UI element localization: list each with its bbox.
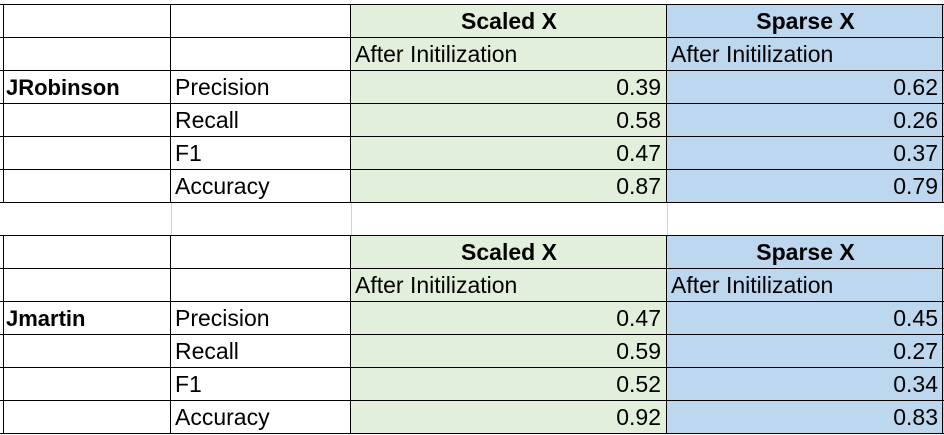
- metric-label[interactable]: Precision: [175, 305, 270, 331]
- scaled-value[interactable]: 0.39: [351, 71, 667, 104]
- metric-label[interactable]: F1: [175, 371, 202, 397]
- border-line: [942, 4, 943, 203]
- table-1-subheader-row: After Initilization After Initilization: [0, 38, 944, 71]
- subheader-sparse[interactable]: After Initilization: [667, 269, 944, 302]
- table-2-header-row: Scaled X Sparse X: [0, 236, 944, 269]
- cell-empty[interactable]: [171, 269, 351, 302]
- table-row: Recall 0.59 0.27: [0, 335, 944, 368]
- cell-empty[interactable]: [171, 236, 351, 269]
- border-line: [666, 4, 667, 203]
- border-line: [170, 4, 171, 203]
- border-line: [0, 136, 944, 137]
- border-line: [3, 4, 4, 203]
- cell-empty[interactable]: [0, 137, 171, 170]
- scaled-value[interactable]: 0.47: [351, 302, 667, 335]
- border-line: [0, 169, 944, 170]
- cell-empty[interactable]: [0, 335, 171, 368]
- border-line: [0, 103, 944, 104]
- sparse-value[interactable]: 0.34: [667, 368, 944, 401]
- metric-label[interactable]: Precision: [175, 74, 270, 100]
- table-2-subheader-row: After Initilization After Initilization: [0, 269, 944, 302]
- border-line: [0, 334, 944, 335]
- border-line: [0, 400, 944, 401]
- border-line: [0, 235, 944, 236]
- table-1-header-row: Scaled X Sparse X: [0, 5, 944, 38]
- header-sparse-x[interactable]: Sparse X: [667, 5, 944, 38]
- gridline: [667, 203, 668, 236]
- border-line: [0, 268, 944, 269]
- cell-empty[interactable]: [171, 5, 351, 38]
- table-row: Accuracy 0.87 0.79: [0, 170, 944, 203]
- border-line: [0, 433, 944, 434]
- scaled-value[interactable]: 0.59: [351, 335, 667, 368]
- border-line: [0, 37, 944, 38]
- metric-label[interactable]: Recall: [175, 107, 239, 133]
- border-line: [3, 235, 4, 434]
- metric-label[interactable]: Accuracy: [175, 173, 270, 199]
- sparse-value[interactable]: 0.27: [667, 335, 944, 368]
- sparse-value[interactable]: 0.79: [667, 170, 944, 203]
- header-sparse-x[interactable]: Sparse X: [667, 236, 944, 269]
- sparse-value[interactable]: 0.45: [667, 302, 944, 335]
- sparse-value[interactable]: 0.26: [667, 104, 944, 137]
- sparse-value[interactable]: 0.83: [667, 401, 944, 434]
- scaled-value[interactable]: 0.87: [351, 170, 667, 203]
- cell-empty[interactable]: [0, 368, 171, 401]
- border-line: [942, 235, 943, 434]
- header-scaled-x[interactable]: Scaled X: [351, 236, 667, 269]
- cell-empty[interactable]: [0, 170, 171, 203]
- cell-empty[interactable]: [0, 236, 171, 269]
- border-line: [0, 202, 944, 203]
- gridline: [171, 203, 172, 236]
- cell-empty[interactable]: [0, 104, 171, 137]
- cell-empty[interactable]: [0, 269, 171, 302]
- table-row: Recall 0.58 0.26: [0, 104, 944, 137]
- border-line: [0, 301, 944, 302]
- metric-label[interactable]: Accuracy: [175, 404, 270, 430]
- table-row: Accuracy 0.92 0.83: [0, 401, 944, 434]
- sparse-value[interactable]: 0.37: [667, 137, 944, 170]
- gridline: [351, 203, 352, 236]
- sparse-value[interactable]: 0.62: [667, 71, 944, 104]
- scaled-value[interactable]: 0.92: [351, 401, 667, 434]
- subheader-sparse[interactable]: After Initilization: [667, 38, 944, 71]
- table-row: F1 0.47 0.37: [0, 137, 944, 170]
- border-line: [666, 235, 667, 434]
- metric-label[interactable]: F1: [175, 140, 202, 166]
- cell-empty[interactable]: [0, 38, 171, 71]
- subheader-scaled[interactable]: After Initilization: [351, 38, 667, 71]
- border-line: [0, 4, 944, 5]
- user-name[interactable]: Jmartin: [6, 306, 86, 331]
- subheader-scaled[interactable]: After Initilization: [351, 269, 667, 302]
- cell-empty[interactable]: [171, 38, 351, 71]
- table-row: Jmartin Precision 0.47 0.45: [0, 302, 944, 335]
- border-line: [350, 235, 351, 434]
- cell-empty[interactable]: [0, 401, 171, 434]
- user-name[interactable]: JRobinson: [6, 75, 120, 100]
- scaled-value[interactable]: 0.58: [351, 104, 667, 137]
- border-line: [170, 235, 171, 434]
- border-line: [0, 367, 944, 368]
- table-row: JRobinson Precision 0.39 0.62: [0, 71, 944, 104]
- table-row: F1 0.52 0.34: [0, 368, 944, 401]
- scaled-value[interactable]: 0.47: [351, 137, 667, 170]
- border-line: [350, 4, 351, 203]
- header-scaled-x[interactable]: Scaled X: [351, 5, 667, 38]
- border-line: [0, 70, 944, 71]
- scaled-value[interactable]: 0.52: [351, 368, 667, 401]
- metric-label[interactable]: Recall: [175, 338, 239, 364]
- cell-empty[interactable]: [0, 5, 171, 38]
